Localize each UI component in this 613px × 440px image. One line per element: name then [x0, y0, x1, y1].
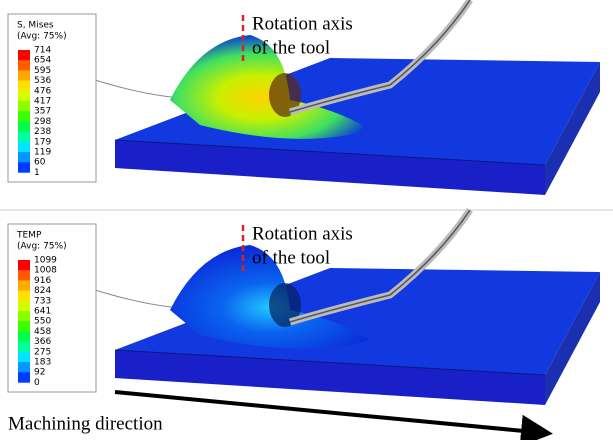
legend-value: 714 [34, 46, 51, 56]
legend-value: 298 [34, 117, 51, 127]
annotation: of the tool [252, 37, 330, 58]
caption: Machining direction [8, 413, 163, 434]
colorbar-band [18, 311, 30, 322]
colorbar-band [18, 362, 30, 373]
legend-value: 60 [34, 158, 46, 168]
legend-value: 458 [34, 327, 51, 337]
legend-value: 417 [34, 97, 51, 107]
colorbar-band [18, 270, 30, 281]
legend-value: 0 [34, 378, 40, 388]
colorbar-band [18, 101, 30, 112]
colorbar-band [18, 132, 30, 143]
legend-value: 119 [34, 148, 51, 158]
colorbar-band [18, 280, 30, 291]
colorbar-band [18, 152, 30, 163]
legend-title: TEMP [16, 231, 42, 241]
page: {"panels":[ {"legend":{"title":["S, Mise… [0, 0, 613, 440]
legend-value: 183 [34, 358, 51, 368]
legend-value: 733 [34, 296, 51, 306]
legend-value: 357 [34, 107, 51, 117]
legend-value: 654 [34, 56, 51, 66]
annotation: Rotation axis [252, 13, 353, 34]
colorbar-band [18, 342, 30, 353]
colorbar-band [18, 121, 30, 131]
panel: Rotation axis of the tool S, Mises(Avg: 75… [8, 0, 600, 195]
colorbar-band [18, 291, 30, 302]
colorbar-band [18, 321, 30, 332]
legend-value: 366 [34, 337, 51, 347]
colorbar-band [18, 301, 30, 312]
legend-title: (Avg: 75%) [17, 32, 67, 42]
legend-value: 641 [34, 307, 51, 317]
annotation: Rotation axis [252, 223, 353, 244]
legend-value: 179 [34, 137, 51, 147]
colorbar-band [18, 142, 30, 153]
legend-title: S, Mises [17, 21, 54, 31]
legend-value: 916 [34, 276, 51, 286]
colorbar-band [18, 91, 30, 102]
legend-value: 1099 [34, 256, 57, 266]
colorbar-band [18, 70, 30, 81]
legend-value: 275 [34, 347, 51, 357]
legend-value: 595 [34, 66, 51, 76]
colorbar-band [18, 260, 30, 271]
legend-value: 1 [34, 168, 40, 178]
annotation: of the tool [252, 247, 330, 268]
legend-value: 238 [34, 127, 51, 137]
legend-value: 476 [34, 86, 51, 96]
colorbar-band [18, 81, 30, 92]
colorbar-band [18, 111, 30, 122]
legend-value: 824 [34, 286, 51, 296]
colorbar-band [18, 331, 30, 342]
legend-value: 550 [34, 317, 51, 327]
colorbar-band [18, 352, 30, 363]
colorbar-band [18, 162, 30, 173]
colorbar-band [18, 372, 30, 383]
legend-value: 1008 [34, 266, 57, 276]
figure: Rotation axisof the toolS, Mises(Avg: 75… [0, 0, 613, 440]
legend-value: 92 [34, 368, 45, 378]
panel: Rotation axis of the tool TEMP(Avg: 75%) 10… [0, 210, 613, 405]
legend-title: (Avg: 75%) [17, 242, 67, 252]
colorbar-band [18, 60, 30, 70]
colorbar-band [18, 50, 30, 61]
legend-value: 536 [34, 76, 51, 86]
